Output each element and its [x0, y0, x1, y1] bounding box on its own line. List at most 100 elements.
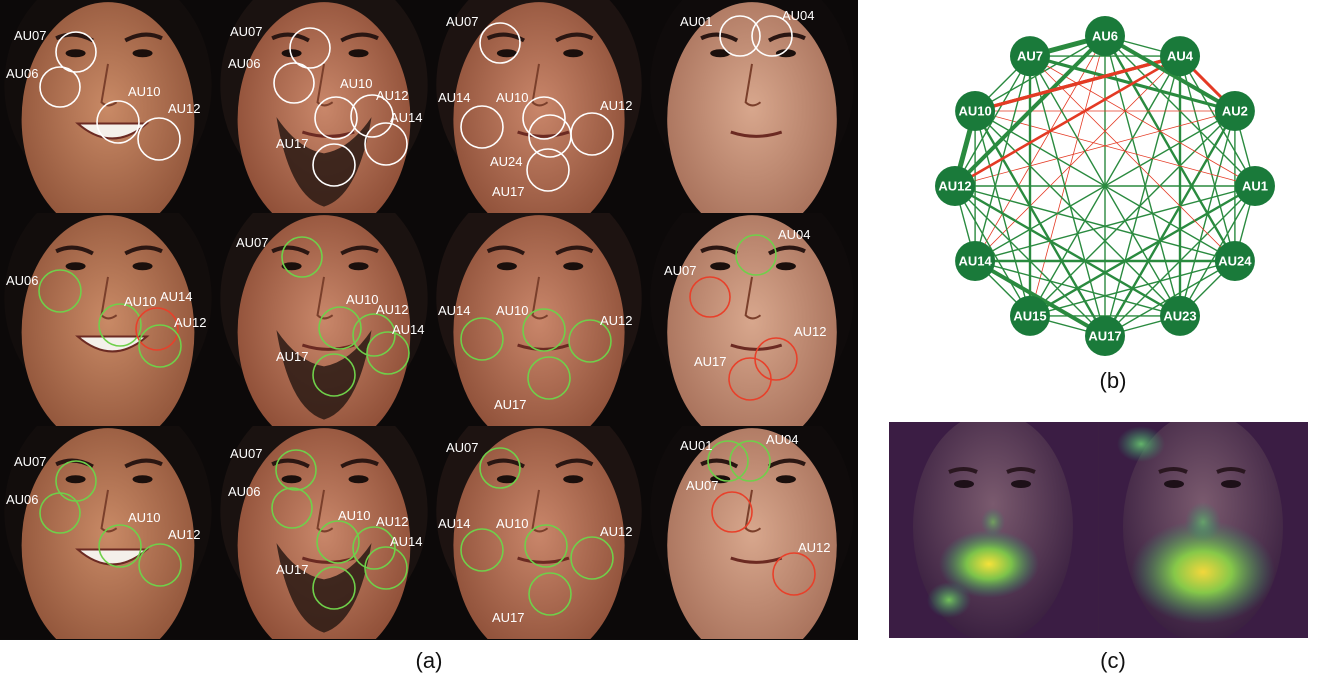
nose: [531, 276, 549, 320]
au-region-circle: [460, 528, 504, 572]
graph-node-circle: [1214, 91, 1255, 131]
au-region-circle: [352, 313, 396, 357]
brow-left: [700, 458, 739, 469]
au-label: AU12: [376, 514, 409, 529]
beard: [276, 543, 372, 633]
brow-right: [124, 245, 163, 256]
brow-left: [55, 245, 94, 256]
attention-heatmaps: [889, 422, 1308, 638]
au-region-circle: [528, 572, 572, 616]
eye-left: [496, 262, 517, 271]
au-label: AU12: [798, 540, 831, 555]
graph-edge: [973, 54, 1182, 113]
graph-edge: [954, 185, 1031, 317]
eye-left: [710, 49, 731, 58]
nose: [316, 276, 334, 320]
graph-node-label: AU23: [1163, 308, 1196, 323]
au-label: AU17: [276, 562, 309, 577]
face-tile: AU07 AU06 AU10 AU12 AU14 AU17: [216, 0, 432, 213]
au-label: AU10: [496, 90, 529, 105]
nose: [531, 63, 549, 107]
graph-node-circle: [955, 91, 996, 131]
face-tile: AU07 AU06 AU10 AU12: [0, 426, 216, 639]
graph-edge: [953, 54, 1182, 188]
graph-node-label: AU1: [1242, 179, 1268, 194]
graph-edge: [1029, 55, 1236, 262]
brow-left: [55, 32, 94, 43]
graph-node-circle: [1085, 316, 1125, 356]
graph-edge: [1029, 35, 1106, 317]
eye-right: [348, 262, 369, 271]
au-region-circle: [366, 331, 410, 375]
graph-node-circle: [1085, 16, 1125, 56]
graph-node: AU24: [1214, 241, 1255, 281]
au-region-circle: [527, 356, 571, 400]
au-region-circle: [312, 566, 356, 610]
mouth: [75, 122, 150, 140]
au-region-circle: [138, 543, 182, 587]
au-region-circle: [479, 22, 521, 64]
au-label: AU07: [236, 235, 269, 250]
au-label: AU06: [6, 273, 39, 288]
au-label: AU12: [794, 324, 827, 339]
graph-node-label: AU2: [1222, 104, 1248, 119]
au-label: AU12: [168, 101, 201, 116]
au-label: AU17: [494, 397, 527, 412]
face-tile: AU07 AU10 AU12 AU14 AU17: [216, 213, 432, 426]
au-region-circle: [138, 324, 182, 368]
au-region-circle: [271, 487, 313, 529]
caption-c: (c): [1100, 648, 1126, 673]
au-region-circle: [751, 15, 793, 57]
eye-right: [348, 475, 369, 484]
graph-node: AU10: [955, 91, 996, 131]
au-region-circle: [96, 100, 140, 144]
au-label: AU01: [680, 438, 713, 453]
au-label: AU17: [492, 610, 525, 625]
beard: [276, 330, 372, 420]
au-label: AU24: [490, 154, 523, 169]
eye-right: [132, 475, 153, 484]
au-region-circle: [312, 143, 356, 187]
eye-right: [775, 49, 796, 58]
brow-left: [271, 458, 310, 469]
au-region-circle: [314, 96, 358, 140]
graph-edge: [974, 110, 1256, 187]
au-label: AU06: [228, 56, 261, 71]
au-region-circle: [273, 62, 315, 104]
au-label: AU14: [438, 90, 471, 105]
au-label: AU12: [376, 88, 409, 103]
au-label: AU04: [778, 227, 811, 242]
nose: [100, 63, 118, 107]
graph-node: AU23: [1160, 295, 1200, 336]
au-label: AU17: [276, 136, 309, 151]
au-region-circle: [568, 319, 612, 363]
eye-right: [132, 262, 153, 271]
graph-edge: [974, 110, 1181, 317]
au-label: AU14: [438, 516, 471, 531]
au-region-circle: [39, 492, 81, 534]
graph-edge: [973, 109, 1107, 338]
au-region-circle: [38, 269, 82, 313]
mouth: [730, 556, 783, 564]
au-region-circle: [312, 353, 356, 397]
graph-node-label: AU17: [1088, 329, 1121, 344]
au-label: AU07: [686, 478, 719, 493]
au-label: AU07: [446, 14, 479, 29]
graph-edge: [954, 55, 1031, 187]
au-label: AU12: [600, 98, 633, 113]
au-label: AU10: [124, 294, 157, 309]
heatmap-right: [1099, 422, 1308, 638]
brow-left: [486, 458, 525, 469]
eye-left: [281, 49, 302, 58]
au-label: AU07: [230, 24, 263, 39]
eye-left: [65, 262, 86, 271]
au-label: AU14: [160, 289, 193, 304]
au-label: AU06: [228, 484, 261, 499]
au-label: AU10: [128, 84, 161, 99]
brow-right: [124, 458, 163, 469]
au-region-circle: [729, 440, 771, 482]
brow-left: [700, 32, 739, 43]
au-region-circle: [460, 105, 504, 149]
au-label: AU12: [600, 313, 633, 328]
graph-node: AU1: [1235, 166, 1275, 206]
